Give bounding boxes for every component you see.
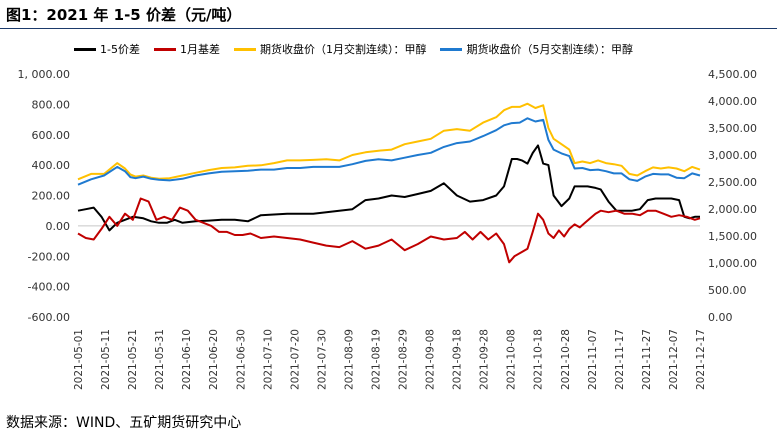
- x-axis-tick-label: 2021-09-28: [479, 329, 491, 390]
- legend-item-price-may: 期货收盘价（5月交割连续）：甲醇: [440, 41, 633, 57]
- left-axis-tick-label: 800.00: [32, 98, 71, 111]
- line-chart: -600.00 -400.00 -200.00 0.00 200.00 400.00 600…: [18, 68, 757, 390]
- left-axis-tick-label: 600.00: [32, 129, 71, 142]
- left-axis-tick-label: 400.00: [32, 159, 71, 172]
- x-axis-tick-label: 2021-09-08: [425, 329, 437, 390]
- left-axis-tick-label: 200.00: [32, 190, 71, 203]
- left-axis-tick-label: -200.00: [28, 250, 70, 263]
- x-axis-tick-label: 2021-09-18: [452, 329, 464, 390]
- right-axis-tick-label: 3,500.00: [708, 122, 757, 135]
- x-axis-tick-label: 2021-12-17: [695, 329, 707, 390]
- x-axis-tick-label: 2021-10-28: [560, 329, 572, 390]
- series-line-1: [77, 197, 701, 264]
- legend-swatch-price-jan: [233, 47, 256, 51]
- x-axis-tick-label: 2021-05-11: [100, 329, 112, 390]
- right-axis-tick-label: 1,500.00: [708, 230, 757, 243]
- x-axis-tick-label: 2021-05-31: [154, 329, 166, 390]
- right-axis-tick-label: 4,000.00: [708, 95, 757, 108]
- right-axis-tick-label: 500.00: [708, 284, 747, 297]
- right-axis-tick-label: 3,000.00: [708, 149, 757, 162]
- series-line-2: [77, 102, 701, 181]
- x-axis-tick-label: 2021-11-07: [587, 329, 599, 390]
- legend-swatch-price-may: [440, 47, 463, 51]
- x-axis-tick-label: 2021-06-20: [208, 329, 220, 390]
- legend-swatch-basis: [153, 47, 176, 51]
- x-axis-tick-label: 2021-12-07: [668, 329, 680, 390]
- chart-legend: 1-5价差 1月基差 期货收盘价（1月交割连续）：甲醇 期货收盘价（5月交割连续…: [74, 41, 633, 57]
- x-axis-tick-label: 2021-11-27: [641, 329, 653, 390]
- legend-label-basis: 1月基差: [179, 43, 220, 56]
- right-axis-tick-label: 0.00: [708, 311, 733, 324]
- figure-title: 图1：2021 年 1-5 价差（元/吨）: [6, 6, 242, 24]
- left-axis-tick-label: -400.00: [28, 281, 70, 294]
- legend-label-price-jan: 期货收盘价（1月交割连续）：甲醇: [259, 43, 427, 56]
- right-axis-tick-label: 4,500.00: [708, 68, 757, 81]
- x-axis-tick-label: 2021-07-30: [316, 329, 328, 390]
- x-axis-tick-label: 2021-05-21: [127, 329, 139, 390]
- legend-label-price-may: 期货收盘价（5月交割连续）：甲醇: [466, 43, 633, 56]
- x-axis-tick-label: 2021-11-17: [614, 329, 626, 390]
- series-line-0: [77, 144, 700, 232]
- left-axis-tick-label: 0.00: [46, 220, 71, 233]
- right-axis-tick-label: 2,500.00: [708, 176, 757, 189]
- legend-swatch-spread: [74, 47, 96, 51]
- x-axis-tick-label: 2021-10-08: [506, 329, 518, 390]
- source-note: 数据来源：WIND、五矿期货研究中心: [6, 415, 242, 431]
- series-line-3: [77, 117, 701, 186]
- x-axis-tick-label: 2021-05-01: [73, 329, 85, 390]
- x-axis-tick-label: 2021-07-10: [262, 329, 274, 390]
- left-axis-tick-label: 1, 000.00: [18, 68, 70, 81]
- legend-item-price-jan: 期货收盘价（1月交割连续）：甲醇: [233, 41, 427, 57]
- x-axis-tick-label: 2021-07-20: [289, 329, 301, 390]
- x-axis-tick-label: 2021-06-10: [181, 329, 193, 390]
- title-divider: [0, 28, 777, 29]
- x-axis-tick-label: 2021-06-30: [235, 329, 247, 390]
- left-axis-tick-label: -600.00: [28, 311, 70, 324]
- legend-item-basis: 1月基差: [153, 41, 220, 57]
- x-axis-tick-label: 2021-08-09: [343, 329, 355, 390]
- legend-label-spread: 1-5价差: [100, 43, 140, 56]
- x-axis-tick-label: 2021-08-29: [398, 329, 410, 390]
- x-axis-tick-label: 2021-10-18: [533, 329, 545, 390]
- x-axis-tick-label: 2021-08-19: [370, 329, 382, 390]
- legend-item-spread: 1-5价差: [74, 41, 140, 57]
- right-axis-tick-label: 2,000.00: [708, 203, 757, 216]
- right-axis-tick-label: 1,000.00: [708, 257, 757, 270]
